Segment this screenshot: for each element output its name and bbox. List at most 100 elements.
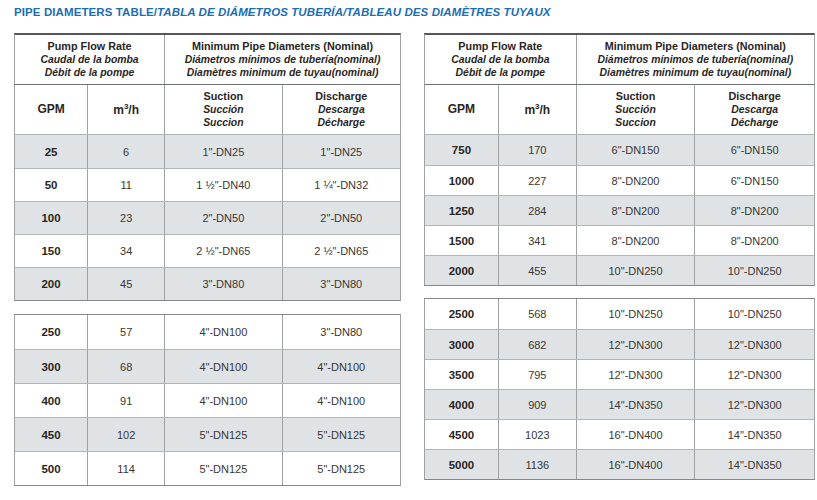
header-line: Succion [615,116,655,129]
gpm-value: 450 [15,418,88,451]
suction-pipe-size: 12"-DN300 [577,330,696,359]
m3h-value: 909 [499,390,577,419]
gpm-value: 150 [15,235,88,267]
suction-pipe-size: 1"-DN25 [165,135,282,168]
suction-pipe-size: 4"-DN100 [165,315,282,349]
discharge-pipe-size: 3"-DN80 [283,268,400,300]
table-header-group: Pump Flow Rate Caudal de la bomba Débit … [14,33,401,85]
gpm-value: 1000 [425,166,499,195]
table-row: 4500 1023 16"-DN400 14"-DN350 [425,419,814,449]
pipe-diameters-table-low-flow: Pump Flow Rate Caudal de la bomba Débit … [14,33,401,486]
pipe-diameters-table-high-flow: Pump Flow Rate Caudal de la bomba Débit … [424,33,815,480]
table-row: 300 68 4"-DN100 4"-DN100 [15,349,400,383]
gpm-value: 4000 [425,390,499,419]
discharge-pipe-size: 3"-DN80 [283,315,400,349]
header-line: Minimum Pipe Diameters (Nominal) [605,40,786,53]
table-row: 100 23 2"-DN50 2"-DN50 [15,201,400,234]
suction-pipe-size: 10"-DN250 [577,256,696,285]
suction-column-header: Suction Succión Succion [577,85,696,134]
table-row: 1000 227 8"-DN200 6"-DN150 [425,165,814,195]
discharge-pipe-size: 8"-DN200 [695,196,814,225]
m3h-value: 455 [499,256,577,285]
header-line: Descarga [731,103,778,116]
table-row: 2000 455 10"-DN250 10"-DN250 [425,255,814,285]
suction-pipe-size: 5"-DN125 [165,418,282,451]
discharge-column-header: Discharge Descarga Décharge [695,85,814,134]
discharge-pipe-size: 14"-DN350 [695,450,814,479]
m3h-value: 114 [88,452,165,485]
gpm-value: 25 [15,135,88,168]
gpm-value: 4500 [425,420,499,449]
m3h-value: 341 [499,226,577,255]
header-line: Décharge [318,116,365,129]
gpm-value: 1250 [425,196,499,225]
header-line: Pump Flow Rate [458,40,542,53]
pump-flow-rate-header: Pump Flow Rate Caudal de la bomba Débit … [425,35,577,84]
page-title-en: PIPE DIAMETERS TABLE/ [14,6,157,18]
m3h-value: 23 [88,202,165,234]
table-row: 3500 795 12"-DN300 12"-DN300 [425,359,814,389]
header-line: Succion [203,116,243,129]
table-row: 750 170 6"-DN150 6"-DN150 [425,135,814,165]
table-row: 3000 682 12"-DN300 12"-DN300 [425,329,814,359]
gpm-value: 5000 [425,450,499,479]
header-line: Suction [204,90,244,103]
suction-pipe-size: 8"-DN200 [577,166,696,195]
discharge-pipe-size: 1"-DN25 [283,135,400,168]
m3h-value: 1136 [499,450,577,479]
m3h-value: 170 [499,135,577,165]
column-headers: GPM m3/h Suction Succión Succion Dischar… [14,85,401,135]
m3h-column-header: m3/h [88,85,165,134]
table-section-2: 250 57 4"-DN100 3"-DN80 300 68 4"-DN100 … [14,314,401,486]
header-line: Minimum Pipe Diameters (Nominal) [192,40,373,53]
header-line: Descarga [318,103,365,116]
gpm-value: 3500 [425,360,499,389]
discharge-pipe-size: 4"-DN100 [283,350,400,383]
gpm-value: 1500 [425,226,499,255]
section-gap [14,301,401,314]
discharge-pipe-size: 12"-DN300 [695,360,814,389]
m3h-value: 57 [88,315,165,349]
m3h-value: 34 [88,235,165,267]
header-line: Caudal de la bomba [40,53,138,66]
table-row: 25 6 1"-DN25 1"-DN25 [15,135,400,168]
header-line: m3/h [113,102,139,118]
table-row: 5000 1136 16"-DN400 14"-DN350 [425,449,814,479]
header-line: GPM [37,102,64,117]
gpm-value: 100 [15,202,88,234]
header-line: Décharge [731,116,778,129]
gpm-value: 400 [15,384,88,417]
header-line: Diámetros mínimos de tubería(nominal) [597,53,793,66]
discharge-pipe-size: 5"-DN125 [283,418,400,451]
page-title-translations: TABLA DE DIÁMETROS TUBERÍA/TABLEAU DES D… [157,6,551,18]
min-pipe-diameters-header: Minimum Pipe Diameters (Nominal) Diámetr… [577,35,814,84]
table-header-group: Pump Flow Rate Caudal de la bomba Débit … [424,33,815,85]
m3h-value: 1023 [499,420,577,449]
header-line: Suction [616,90,656,103]
suction-pipe-size: 4"-DN100 [165,384,282,417]
m3h-value: 284 [499,196,577,225]
header-line: Débit de la pompe [45,66,135,79]
pump-flow-rate-header: Pump Flow Rate Caudal de la bomba Débit … [15,35,165,84]
gpm-value: 300 [15,350,88,383]
discharge-pipe-size: 4"-DN100 [283,384,400,417]
suction-pipe-size: 12"-DN300 [577,360,696,389]
discharge-pipe-size: 2 ½"-DN65 [283,235,400,267]
discharge-pipe-size: 8"-DN200 [695,226,814,255]
suction-pipe-size: 4"-DN100 [165,350,282,383]
table-row: 1500 341 8"-DN200 8"-DN200 [425,225,814,255]
m3h-column-header: m3/h [499,85,577,134]
suction-pipe-size: 2 ½"-DN65 [165,235,282,267]
table-row: 400 91 4"-DN100 4"-DN100 [15,383,400,417]
m3h-value: 102 [88,418,165,451]
m3h-value: 227 [499,166,577,195]
table-row: 50 11 1 ½"-DN40 1 ¼"-DN32 [15,168,400,201]
discharge-pipe-size: 6"-DN150 [695,135,814,165]
table-row: 450 102 5"-DN125 5"-DN125 [15,417,400,451]
header-line: Caudal de la bomba [451,53,549,66]
suction-pipe-size: 3"-DN80 [165,268,282,300]
gpm-value: 2000 [425,256,499,285]
header-line: GPM [448,102,475,117]
m3h-value: 568 [499,299,577,329]
m3h-value: 45 [88,268,165,300]
